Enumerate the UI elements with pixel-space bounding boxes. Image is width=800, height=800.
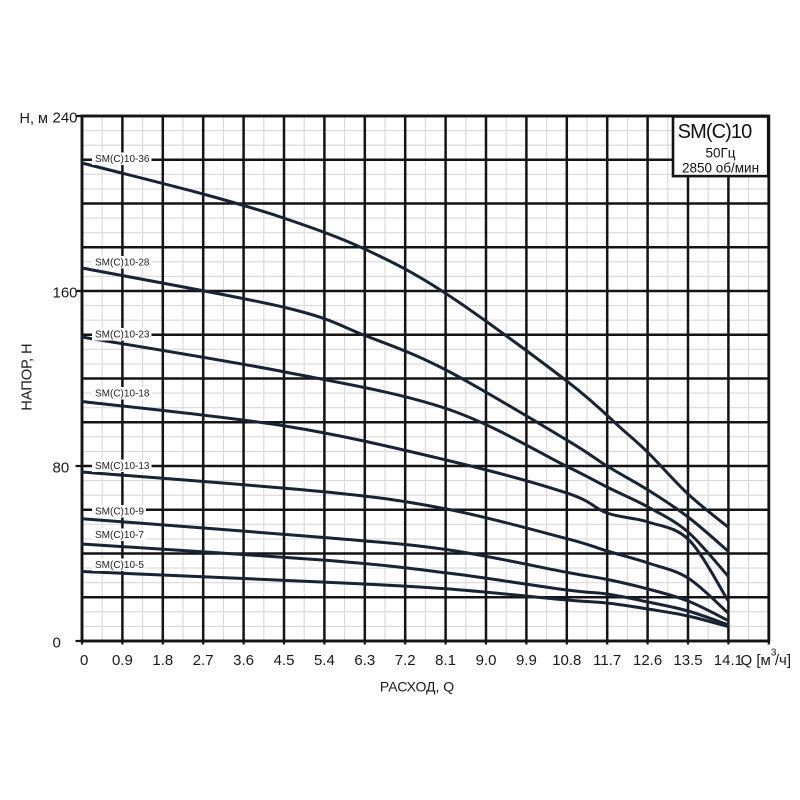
svg-text:2.7: 2.7 [193, 652, 214, 669]
svg-text:0: 0 [53, 635, 61, 652]
svg-text:80: 80 [53, 460, 70, 477]
svg-text:160: 160 [53, 285, 78, 302]
svg-text:50Гц: 50Гц [705, 146, 735, 161]
svg-text:14.1: 14.1 [714, 652, 743, 669]
svg-text:SM(C)10-13: SM(C)10-13 [95, 461, 150, 472]
svg-text:Н, м: Н, м [20, 111, 49, 127]
svg-text:6.3: 6.3 [354, 652, 375, 669]
svg-text:10.8: 10.8 [552, 652, 581, 669]
svg-text:Q [м3/ч]: Q [м3/ч] [741, 648, 792, 670]
svg-text:0: 0 [80, 652, 88, 669]
svg-text:SM(C)10-28: SM(C)10-28 [95, 258, 150, 269]
svg-text:12.6: 12.6 [633, 652, 662, 669]
svg-text:9.9: 9.9 [516, 652, 537, 669]
svg-text:240: 240 [53, 110, 78, 127]
svg-text:13.5: 13.5 [673, 652, 702, 669]
svg-text:РАСХОД, Q: РАСХОД, Q [380, 679, 454, 695]
svg-text:2850 об/мин: 2850 об/мин [682, 161, 759, 176]
svg-text:7.2: 7.2 [395, 652, 416, 669]
svg-text:SM(C)10-5: SM(C)10-5 [95, 560, 144, 571]
svg-text:11.7: 11.7 [593, 652, 621, 669]
svg-text:SM(C)10-9: SM(C)10-9 [95, 507, 144, 518]
svg-text:SM(C)10-7: SM(C)10-7 [95, 530, 144, 541]
svg-text:1.8: 1.8 [152, 652, 173, 669]
svg-text:SM(C)10-23: SM(C)10-23 [95, 330, 150, 341]
svg-text:3.6: 3.6 [233, 652, 254, 669]
svg-text:SM(C)10-18: SM(C)10-18 [95, 389, 150, 400]
svg-text:5.4: 5.4 [314, 652, 335, 669]
svg-text:8.1: 8.1 [435, 652, 456, 669]
svg-text:0.9: 0.9 [112, 652, 133, 669]
svg-text:9.0: 9.0 [476, 652, 497, 669]
svg-text:4.5: 4.5 [274, 652, 295, 669]
svg-text:НАПОР, Н: НАПОР, Н [20, 343, 36, 410]
svg-text:SM(C)10: SM(C)10 [678, 121, 752, 143]
svg-text:SM(C)10-36: SM(C)10-36 [95, 154, 150, 165]
